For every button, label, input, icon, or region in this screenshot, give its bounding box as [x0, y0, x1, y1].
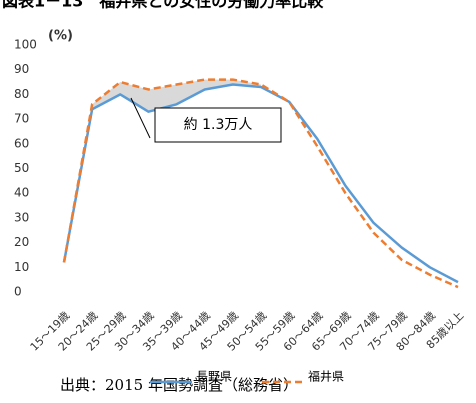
y-tick-label: 40 [14, 186, 29, 200]
legend-label: 福井県 [308, 369, 344, 384]
series-line [62, 78, 459, 289]
annotation-text: 約 1.3万人 [184, 117, 253, 133]
y-tick-label: 10 [14, 260, 29, 274]
annotation-box [154, 107, 282, 143]
y-tick-label: 30 [14, 210, 29, 224]
chart-title: 図表1－13 福井県との女性の労働力率比較 [2, 0, 324, 11]
y-tick-label: 70 [14, 112, 29, 126]
y-tick-label: 0 [14, 285, 22, 299]
y-tick-label: 60 [14, 136, 29, 150]
y-axis-label: (%) [48, 29, 73, 44]
series-line [62, 83, 459, 284]
y-tick-label: 20 [14, 235, 29, 249]
annotation-pointer [130, 97, 151, 139]
legend-label: 長野県 [196, 370, 232, 384]
y-tick-label: 80 [14, 87, 29, 101]
source-note: 出典：2015 年国勢調査（総務省） [60, 376, 298, 394]
y-tick-label: 90 [14, 62, 29, 76]
y-tick-label: 50 [14, 161, 29, 175]
y-tick-label: 100 [14, 38, 37, 52]
gap-area [92, 79, 262, 112]
